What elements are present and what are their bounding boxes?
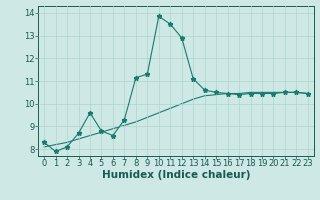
- X-axis label: Humidex (Indice chaleur): Humidex (Indice chaleur): [102, 170, 250, 180]
